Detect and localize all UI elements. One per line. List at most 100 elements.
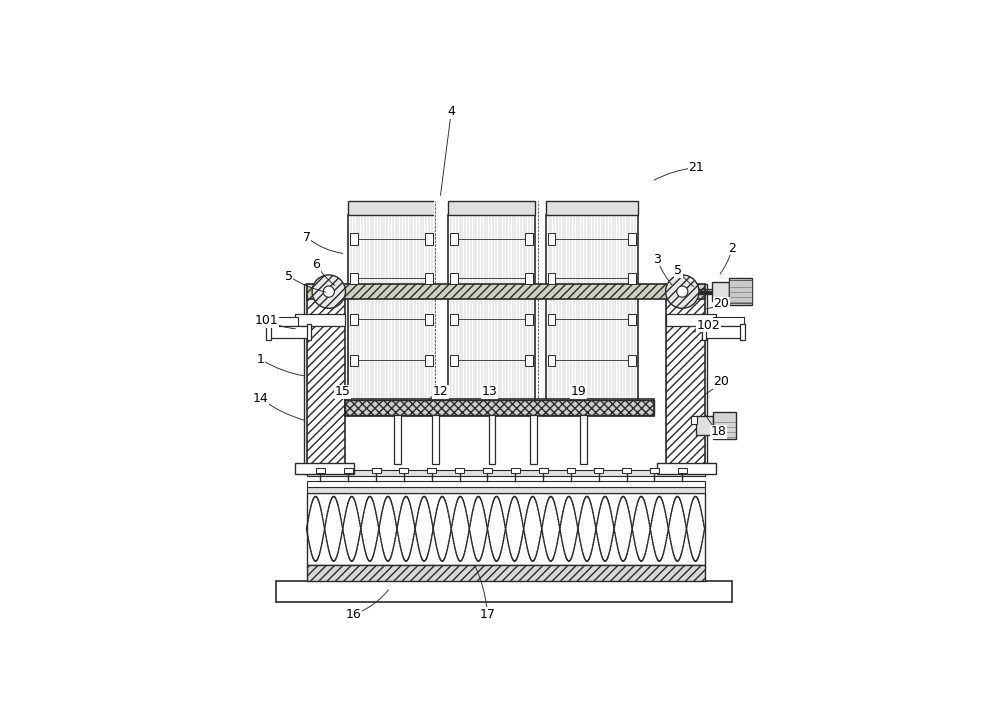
Bar (427, 468, 436, 473)
Bar (622, 468, 631, 473)
Bar (307, 292, 345, 471)
Bar (455, 468, 464, 473)
Bar (425, 273, 433, 284)
Text: 1: 1 (257, 353, 265, 366)
Bar (450, 234, 458, 244)
Bar (525, 273, 533, 284)
Bar (448, 215, 535, 401)
Bar (316, 468, 325, 473)
Bar (266, 325, 271, 340)
Bar (425, 355, 433, 366)
Bar (295, 314, 345, 326)
Text: 17: 17 (480, 608, 495, 621)
Bar (628, 273, 636, 284)
Bar (666, 292, 705, 471)
Bar (348, 215, 435, 401)
Bar (307, 471, 705, 476)
Bar (546, 215, 638, 401)
Bar (702, 326, 744, 338)
Text: 20: 20 (713, 375, 729, 388)
Bar (450, 355, 458, 366)
Text: 2: 2 (728, 241, 736, 254)
Bar (729, 281, 752, 303)
Bar (525, 314, 533, 325)
Bar (432, 415, 439, 463)
Bar (344, 468, 353, 473)
Bar (713, 412, 736, 439)
Bar (348, 201, 435, 215)
Bar (511, 468, 520, 473)
Bar (350, 234, 358, 244)
Text: 14: 14 (253, 392, 269, 405)
Text: 21: 21 (688, 161, 704, 174)
Bar (399, 468, 408, 473)
Bar (307, 482, 705, 487)
Bar (666, 314, 716, 326)
Text: 6: 6 (313, 258, 320, 271)
Bar (372, 468, 381, 473)
Bar (307, 492, 705, 565)
Text: 4: 4 (447, 106, 455, 119)
Bar (307, 325, 311, 340)
Bar (702, 325, 706, 340)
Bar (628, 355, 636, 366)
Bar (740, 325, 745, 340)
Text: 12: 12 (432, 385, 448, 398)
Text: 5: 5 (285, 270, 293, 283)
Bar (548, 234, 555, 244)
Bar (425, 314, 433, 325)
Bar (650, 468, 659, 473)
Bar (268, 326, 309, 338)
Bar (713, 317, 744, 326)
Text: 20: 20 (713, 297, 729, 310)
Bar (525, 234, 533, 244)
Bar (350, 355, 358, 366)
Text: 7: 7 (303, 231, 311, 244)
Bar (268, 317, 298, 326)
Bar (567, 468, 575, 473)
Bar (712, 282, 729, 301)
Text: 13: 13 (481, 385, 497, 398)
Text: 102: 102 (697, 319, 720, 332)
Text: 15: 15 (335, 385, 351, 398)
Bar (729, 278, 752, 305)
Bar (691, 416, 697, 424)
Bar (530, 415, 537, 463)
Bar (425, 234, 433, 244)
Bar (345, 398, 654, 416)
Text: 16: 16 (346, 608, 362, 621)
Bar (307, 289, 705, 293)
Bar (345, 400, 654, 415)
Text: 5: 5 (674, 264, 682, 277)
Bar (489, 415, 495, 463)
Bar (539, 468, 548, 473)
Bar (548, 314, 555, 325)
Bar (350, 273, 358, 284)
Bar (304, 284, 309, 474)
Bar (548, 355, 555, 366)
Circle shape (323, 286, 334, 297)
Text: 18: 18 (711, 425, 726, 438)
Bar (594, 468, 603, 473)
Bar (702, 284, 707, 474)
Circle shape (312, 275, 345, 308)
Bar (307, 487, 705, 492)
Bar (450, 273, 458, 284)
Bar (276, 581, 732, 602)
Bar (448, 201, 535, 215)
Bar (450, 314, 458, 325)
Circle shape (677, 286, 688, 297)
Bar (696, 416, 713, 435)
Bar (295, 463, 354, 474)
Bar (546, 201, 638, 215)
Bar (307, 284, 705, 299)
Bar (628, 314, 636, 325)
Text: 19: 19 (570, 385, 586, 398)
Bar (525, 355, 533, 366)
Bar (657, 463, 716, 474)
Bar (580, 415, 587, 463)
Bar (483, 468, 492, 473)
Bar (394, 415, 401, 463)
Circle shape (666, 275, 699, 308)
Bar (350, 314, 358, 325)
